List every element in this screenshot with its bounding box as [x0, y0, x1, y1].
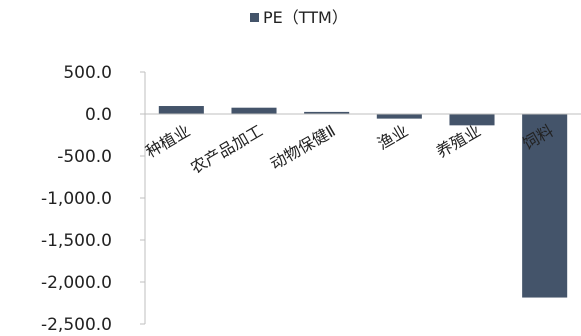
bar-4 — [376, 114, 422, 119]
chart-legend: PE（TTM） — [250, 8, 348, 27]
y-tick-label: -2,500.0 — [41, 315, 112, 335]
y-axis: 500.0 0.0 -500.0 -1,000.0 -1,500.0 -2,000.0 -2… — [41, 63, 146, 335]
y-tick-label: -1,000.0 — [41, 189, 112, 209]
category-label: 养殖业 — [433, 121, 484, 161]
bar-6 — [522, 114, 568, 298]
y-tick-label: 0.0 — [85, 105, 112, 125]
bar-2 — [231, 107, 277, 114]
y-tick-label: 500.0 — [63, 63, 112, 83]
category-label: 农产品加工 — [187, 121, 266, 177]
bar-1 — [158, 106, 204, 114]
legend-label: PE（TTM） — [263, 8, 348, 27]
bar-3 — [304, 111, 350, 114]
bar-series — [158, 106, 568, 298]
category-label: 渔业 — [374, 121, 411, 153]
category-label: 动物保健Ⅱ — [267, 121, 339, 173]
category-label: 种植业 — [142, 121, 193, 161]
y-tick-label: -1,500.0 — [41, 231, 112, 251]
bar-5 — [449, 114, 495, 126]
legend-swatch — [250, 13, 259, 22]
y-tick-label: -2,000.0 — [41, 273, 112, 293]
y-tick-label: -500.0 — [57, 147, 112, 167]
